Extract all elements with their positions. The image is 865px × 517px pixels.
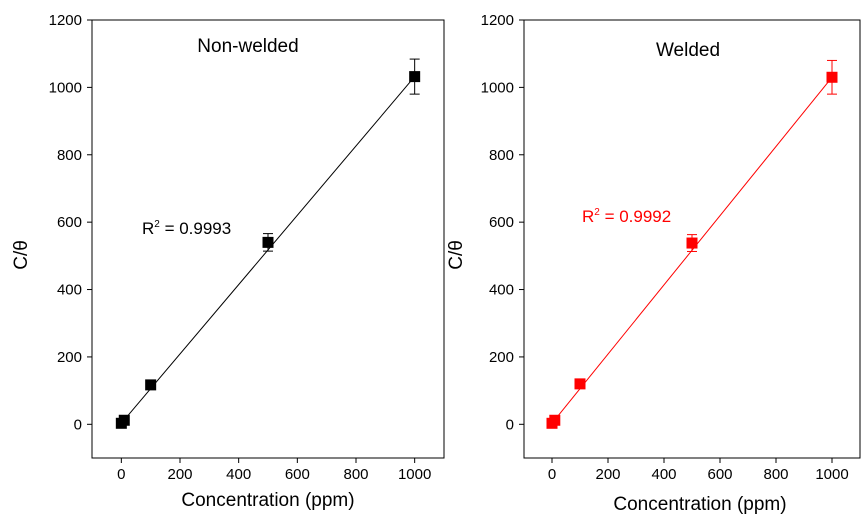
r-squared-value: = 0.9993	[160, 219, 231, 238]
x-axis-label: Concentration (ppm)	[181, 490, 354, 511]
x-axis-label: Concentration (ppm)	[613, 494, 786, 515]
y-tick-label: 1200	[49, 12, 82, 29]
panel-title: Non-welded	[197, 36, 298, 57]
x-tick-label: 1000	[815, 466, 848, 483]
y-tick-label: 1000	[481, 79, 514, 96]
x-tick-label: 200	[167, 466, 192, 483]
y-tick-label: 0	[506, 416, 514, 433]
x-tick-label: 1000	[398, 466, 431, 483]
y-tick-label: 0	[74, 416, 82, 433]
data-point	[118, 414, 130, 426]
r-squared-value: = 0.9992	[600, 207, 671, 226]
y-tick-label: 200	[57, 349, 82, 366]
plot-frame	[91, 19, 445, 459]
y-tick-label: 600	[57, 214, 82, 231]
y-tick-label: 400	[489, 282, 514, 299]
y-tick-label: 1200	[481, 12, 514, 29]
r-squared-base: R	[582, 207, 594, 226]
y-tick-label: 800	[489, 147, 514, 164]
panel-welded: Welded Concentration (ppm) C/θ R2 = 0.99…	[446, 12, 861, 515]
y-tick-label: 1000	[49, 79, 82, 96]
x-tick-label: 800	[343, 466, 368, 483]
data-point	[549, 414, 561, 426]
plot-frame	[523, 19, 861, 459]
data-point	[686, 237, 698, 249]
r-squared-annotation: R2 = 0.9992	[582, 207, 671, 226]
data-point	[574, 378, 586, 390]
x-tick-label: 400	[226, 466, 251, 483]
r-squared-annotation: R2 = 0.9993	[142, 219, 231, 238]
data-point	[826, 71, 838, 83]
y-axis-label: C/θ	[11, 240, 32, 270]
x-tick-label: 0	[548, 466, 556, 483]
r-squared-base: R	[142, 219, 154, 238]
x-tick-label: 600	[285, 466, 310, 483]
r-squared-sup: 2	[154, 219, 160, 230]
data-point	[262, 236, 274, 248]
y-tick-label: 200	[489, 349, 514, 366]
x-tick-label: 800	[763, 466, 788, 483]
y-tick-label: 800	[57, 147, 82, 164]
y-tick-label: 400	[57, 282, 82, 299]
y-axis-label: C/θ	[446, 240, 467, 270]
data-point	[409, 71, 421, 83]
y-tick-label: 600	[489, 214, 514, 231]
data-point	[145, 379, 157, 391]
x-tick-label: 200	[595, 466, 620, 483]
x-tick-label: 600	[707, 466, 732, 483]
panel-non-welded: Non-welded Concentration (ppm) C/θ R2 = …	[11, 12, 445, 511]
x-tick-label: 400	[651, 466, 676, 483]
r-squared-sup: 2	[594, 207, 600, 218]
x-tick-label: 0	[117, 466, 125, 483]
panel-title: Welded	[656, 40, 720, 61]
